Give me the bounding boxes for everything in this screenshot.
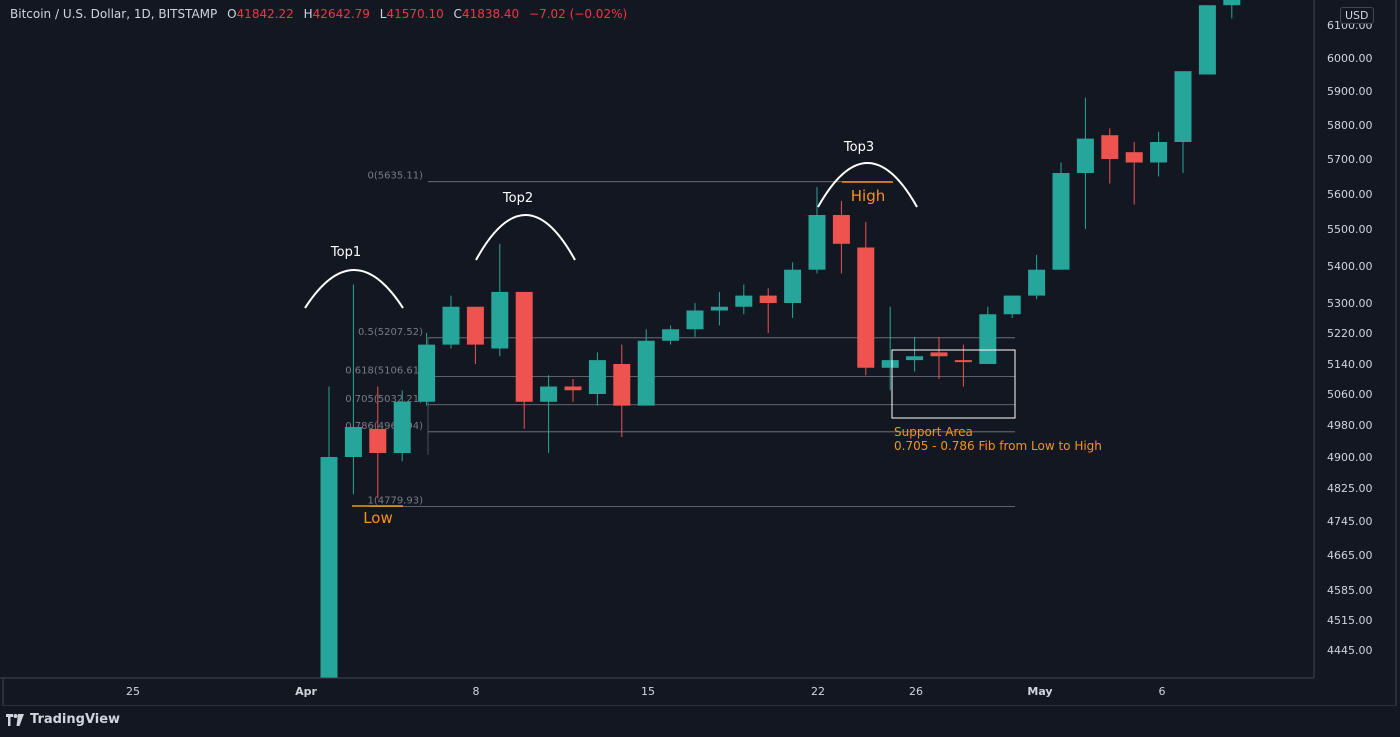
candle-body (930, 352, 948, 357)
candle-body (1101, 135, 1119, 159)
price-tick-label: 4665.00 (1327, 549, 1373, 562)
candle-body (881, 360, 899, 368)
time-tick-label: 22 (811, 685, 825, 698)
candle-body (588, 360, 606, 394)
price-tick-label: 5060.00 (1327, 388, 1373, 401)
top3-arc (817, 162, 918, 208)
candle-body (857, 247, 875, 368)
candle-body (1076, 138, 1094, 173)
price-tick-label: 4825.00 (1327, 482, 1373, 495)
fib-level-label: 0.705(5032.21) (345, 394, 423, 405)
candle-body (442, 306, 460, 345)
candle-body (906, 356, 924, 361)
candle-body (613, 364, 631, 406)
fib-level-label: 0.786(4962.94) (345, 421, 423, 432)
top3-label: Top3 (843, 140, 874, 155)
top2-label: Top2 (502, 191, 533, 206)
candle-body (784, 269, 802, 303)
change-value: −7.02 (−0.02%) (529, 7, 628, 21)
tradingview-icon (6, 713, 24, 726)
candle-body (1174, 71, 1192, 142)
candle-body (954, 360, 972, 363)
open-label: O (227, 7, 237, 21)
candle-body (662, 329, 680, 341)
candle-body (637, 340, 655, 406)
candle-body (832, 215, 850, 244)
fib-level-label: 0.618(5106.61) (345, 366, 423, 377)
top1-arc (304, 269, 404, 309)
low-label: L (379, 7, 387, 21)
close-label: C (453, 7, 462, 21)
candle-body (735, 295, 753, 307)
price-tick-label: 4445.00 (1327, 644, 1373, 657)
brand-label: TradingView (30, 712, 121, 727)
fib-level-label: 1(4779.93) (367, 496, 423, 507)
fib-level-label: 0(5635.11) (367, 171, 423, 182)
price-tick-label: 5800.00 (1327, 119, 1373, 132)
candle-body (979, 314, 997, 364)
support-area-label: Support Area (894, 425, 973, 439)
price-tick-label: 4585.00 (1327, 584, 1373, 597)
price-tick-label: 5600.00 (1327, 188, 1373, 201)
price-tick-label: 4900.00 (1327, 451, 1373, 464)
price-tick-label: 4745.00 (1327, 515, 1373, 528)
price-tick-label: 4980.00 (1327, 419, 1373, 432)
candle-body (393, 401, 411, 453)
time-tick-label: 26 (909, 685, 923, 698)
time-tick-label: 6 (1159, 685, 1166, 698)
price-tick-label: 5300.00 (1327, 297, 1373, 310)
price-tick-label: 4515.00 (1327, 614, 1373, 627)
candle-body (1003, 295, 1021, 315)
candle-body (710, 306, 728, 311)
top1-label: Top1 (330, 245, 361, 260)
time-tick-label: May (1027, 685, 1052, 698)
candle-body (808, 215, 826, 270)
low-value: 41570.10 (386, 7, 444, 21)
price-tick-label: 6000.00 (1327, 52, 1373, 65)
candle-body (369, 429, 387, 453)
high-value: 42642.79 (312, 7, 370, 21)
fib-level-label: 0.5(5207.52) (358, 327, 423, 338)
candle-body (1125, 152, 1143, 163)
candle-body (466, 306, 484, 345)
candle-body (1223, 0, 1241, 6)
time-tick-label: 15 (641, 685, 655, 698)
time-tick-label: 8 (473, 685, 480, 698)
support-area-box (891, 349, 1016, 419)
symbol-title: Bitcoin / U.S. Dollar, 1D, BITSTAMP (10, 7, 218, 21)
candle-body (540, 386, 558, 402)
time-tick-label: Apr (295, 685, 317, 698)
candle-body (515, 291, 533, 402)
footer-bar (0, 706, 1400, 737)
price-tick-label: 5140.00 (1327, 358, 1373, 371)
candle-body (564, 386, 582, 391)
low-label: Low (363, 509, 393, 527)
price-tick-label: 5900.00 (1327, 85, 1373, 98)
close-value: 41838.40 (461, 7, 520, 21)
high-label: High (851, 187, 885, 205)
candle-body (759, 295, 777, 303)
candle-body (320, 457, 338, 678)
price-tick-label: 5400.00 (1327, 260, 1373, 273)
candle-body (1028, 269, 1046, 296)
support-area-description: 0.705 - 0.786 Fib from Low to High (894, 439, 1102, 453)
candle-body (686, 310, 704, 330)
top2-arc (475, 214, 576, 261)
price-tick-label: 5500.00 (1327, 223, 1373, 236)
tradingview-logo[interactable]: TradingView (6, 712, 120, 727)
open-value: 41842.22 (236, 7, 294, 21)
high-label: H (303, 7, 313, 21)
symbol-legend: Bitcoin / U.S. Dollar, 1D, BITSTAMP O418… (10, 7, 627, 21)
candle-body (1198, 5, 1216, 75)
price-tick-label: 5700.00 (1327, 153, 1373, 166)
candle-body (418, 344, 436, 402)
candle-body (344, 427, 362, 457)
candle-body (1150, 142, 1168, 163)
price-tick-label: 5220.00 (1327, 327, 1373, 340)
currency-badge[interactable]: USD (1340, 7, 1374, 24)
candle-body (1052, 173, 1070, 270)
candle-body (491, 291, 509, 349)
time-tick-label: 25 (126, 685, 140, 698)
